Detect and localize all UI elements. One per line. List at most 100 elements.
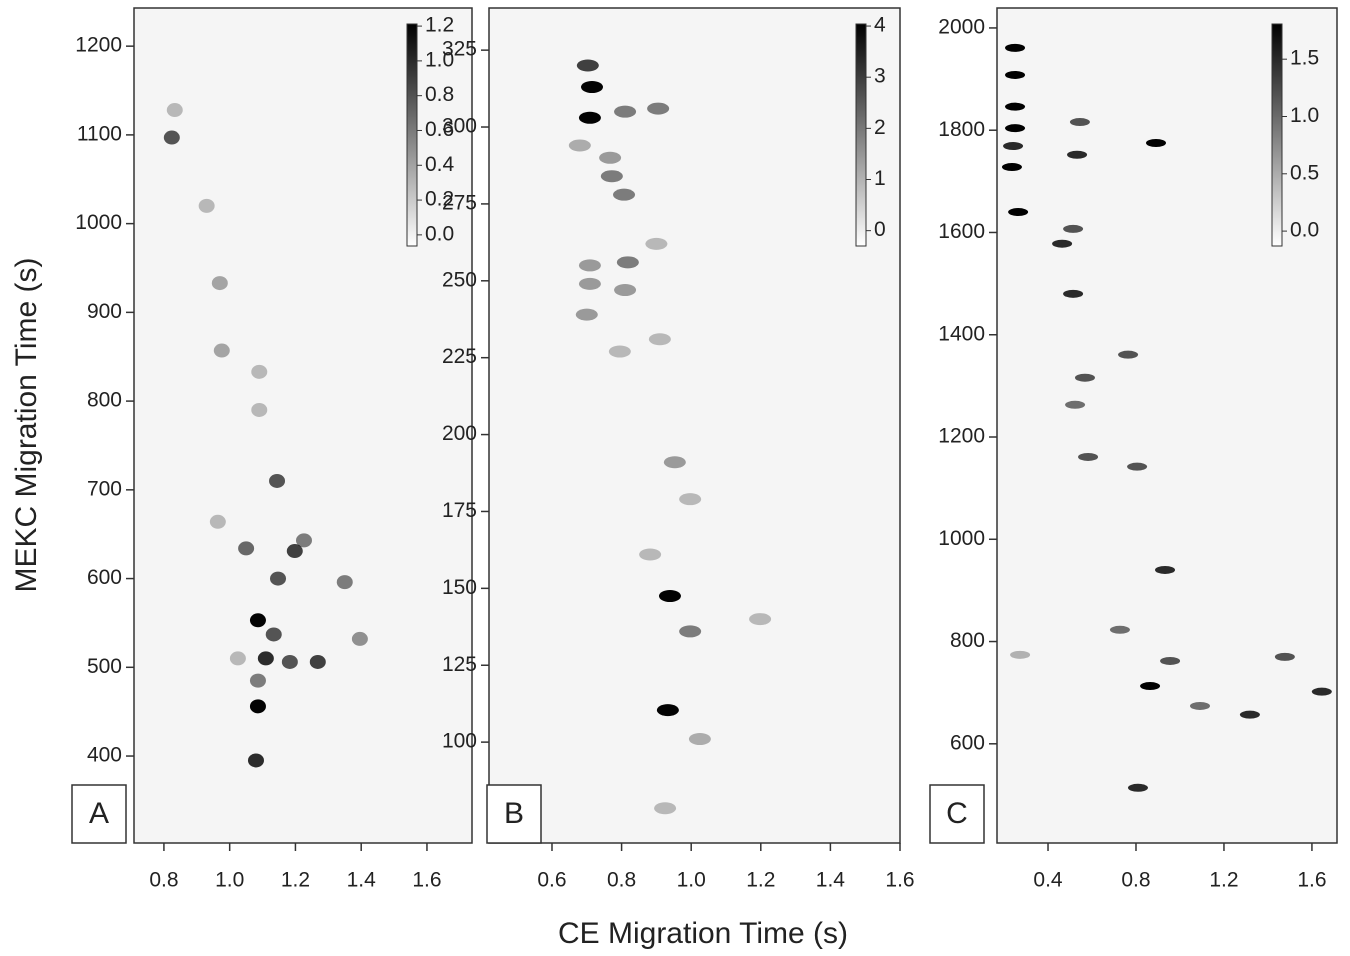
panel-label: C [946,797,968,830]
x-axis-label: CE Migration Time (s) [558,917,848,950]
spot [265,627,282,642]
spot [581,81,604,94]
x-tick-label: 1.4 [816,869,846,892]
spot [351,631,368,646]
spot [251,402,268,417]
colorbar-tick-label: 0.5 [1290,161,1319,184]
y-tick-label: 2000 [938,15,985,38]
y-tick-label: 900 [87,300,122,323]
spot [1140,682,1161,691]
x-tick-label: 1.6 [412,869,441,892]
spot [247,753,264,768]
panel-label-box [71,784,127,844]
colorbar-tick-label: 1.2 [425,14,454,37]
spot [1146,138,1167,147]
y-tick-label: 1600 [938,220,985,243]
colorbar [1271,23,1283,247]
spot [663,456,686,469]
panel-label: A [89,797,109,830]
spot [1010,650,1031,659]
spot [613,188,636,201]
spot [1127,462,1148,471]
colorbar-tick-label: 0.8 [425,83,454,106]
spot [249,699,266,714]
spot [270,571,287,586]
spot [238,541,255,556]
y-tick-label: 800 [950,629,985,652]
spot [578,259,601,272]
spot [1005,70,1026,79]
y-tick-label: 1800 [938,118,985,141]
x-tick-label: 1.6 [885,869,914,892]
spot [614,284,637,297]
spot [1274,652,1295,661]
spot [166,103,183,118]
spot [1063,224,1084,233]
y-tick-label: 175 [442,499,477,522]
spot [295,533,312,548]
y-tick-label: 600 [87,566,122,589]
spot [1069,118,1090,127]
spot [599,151,622,164]
spot [249,673,266,688]
y-tick-label: 500 [87,655,122,678]
spot [749,613,772,626]
spot [1311,687,1332,696]
spot [575,308,598,321]
spot [1074,373,1095,382]
x-tick-label: 0.8 [149,869,178,892]
x-tick-label: 1.4 [347,869,377,892]
spot [1052,239,1073,248]
spot [309,654,326,669]
panel-label: B [504,797,524,830]
y-tick-label: 800 [87,389,122,412]
spot [1065,400,1086,409]
y-tick-label: 1000 [75,211,122,234]
spot [1078,452,1099,461]
spot [600,170,623,183]
spot [281,654,298,669]
spot [688,733,711,746]
spot [163,130,180,145]
panel-label-box [486,784,542,844]
spot [616,256,639,269]
x-tick-label: 1.2 [1209,869,1238,892]
spot [1160,656,1181,665]
spot [229,651,246,666]
y-tick-label: 300 [442,115,477,138]
colorbar-tick-label: 0.0 [1290,219,1319,242]
colorbar-tick-label: 1.5 [1290,47,1319,70]
spot [1118,350,1139,359]
spot [209,514,226,529]
x-tick-label: 1.2 [281,869,310,892]
y-tick-label: 225 [442,345,477,368]
spot [1189,701,1210,710]
spot [614,105,637,118]
x-tick-label: 1.2 [746,869,775,892]
spot [648,333,671,346]
colorbar-tick-label: 3 [874,65,886,88]
spot [1155,565,1176,574]
spot [658,590,681,603]
x-tick-label: 0.8 [607,869,636,892]
y-tick-label: 700 [87,477,122,500]
y-tick-label: 125 [442,653,477,676]
colorbar-tick-label: 0.6 [425,118,454,141]
colorbar-tick-label: 1.0 [425,48,454,71]
spot [654,802,677,815]
spot [645,237,668,250]
colorbar-tick-label: 1 [874,167,886,190]
y-tick-label: 150 [442,576,477,599]
y-tick-label: 1100 [77,122,122,145]
spot [656,704,679,717]
spot [211,276,228,291]
colorbar-tick-label: 2 [874,116,886,139]
spot [1109,625,1130,634]
spot [1005,43,1026,52]
x-tick-label: 1.0 [215,869,244,892]
y-tick-label: 200 [442,422,477,445]
spot [1067,150,1088,159]
spot [1127,783,1148,792]
spot [647,102,670,115]
